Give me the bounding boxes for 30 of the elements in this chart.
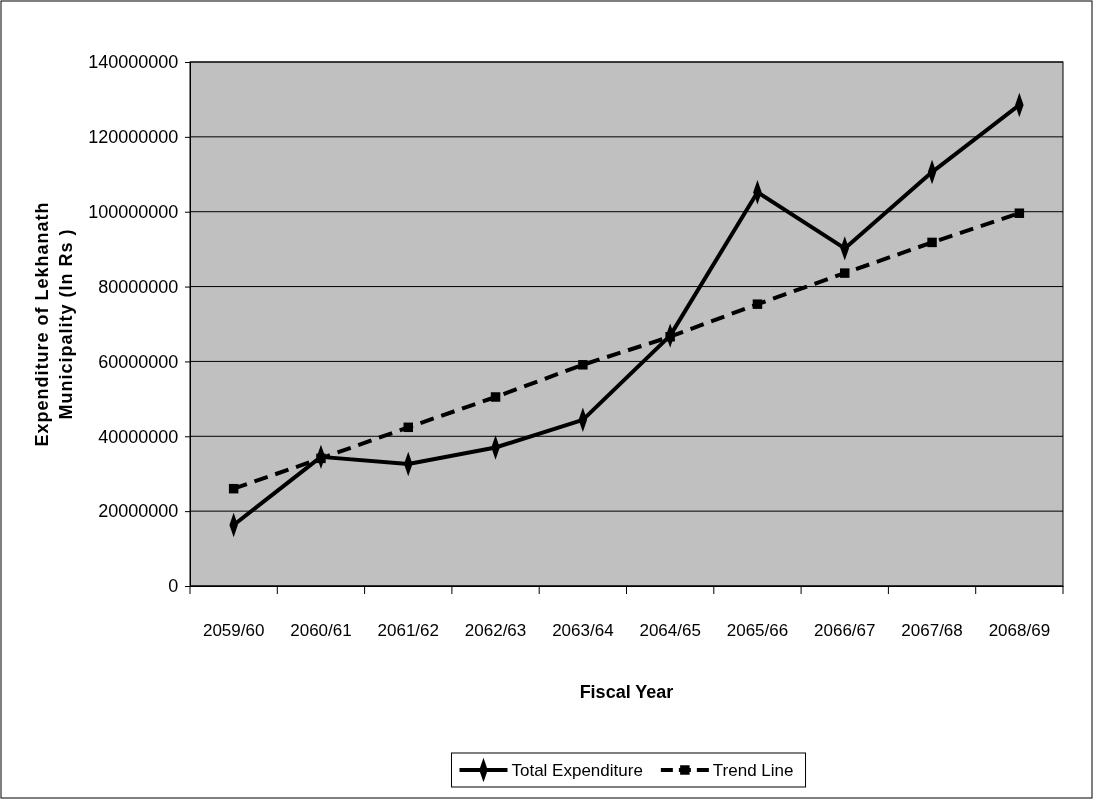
y-tick-label: 120000000: [88, 127, 179, 148]
x-tick-label: 2060/61: [290, 621, 352, 641]
y-tick-label: 40000000: [98, 426, 179, 447]
y-tick-label: 20000000: [98, 501, 179, 522]
x-tick-label: 2068/69: [988, 621, 1051, 641]
x-tick-label: 2061/62: [377, 621, 439, 641]
y-tick-label: 0: [168, 576, 179, 597]
point: [228, 483, 239, 494]
point: [490, 392, 501, 402]
x-tick-label: 2067/68: [901, 621, 963, 641]
x-tick-label: 2065/66: [726, 621, 789, 641]
x-tick-label: 2059/60: [202, 621, 265, 641]
legend-label: Total Expenditure: [511, 761, 643, 780]
legend-label: Trend Line: [712, 761, 794, 780]
x-axis-title: Fiscal Year: [579, 682, 674, 702]
x-tick-label: 2062/63: [464, 621, 527, 641]
point: [578, 360, 588, 370]
y-axis-title: Expenditure of Lekhanath Municipality (In Rs ): [32, 201, 76, 447]
x-tick-label: 2063/64: [552, 621, 614, 641]
x-tick-label: 2066/67: [814, 621, 876, 641]
x-tick-label: 2064/65: [639, 621, 701, 641]
point: [752, 299, 763, 309]
y-tick-label: 80000000: [98, 276, 179, 297]
y-tick-label: 60000000: [98, 351, 179, 372]
point: [403, 422, 413, 433]
point: [840, 268, 850, 278]
y-tick-label: 100000000: [88, 201, 179, 222]
point: [927, 237, 937, 248]
point: [1014, 208, 1025, 218]
y-tick-label: 140000000: [88, 52, 179, 73]
